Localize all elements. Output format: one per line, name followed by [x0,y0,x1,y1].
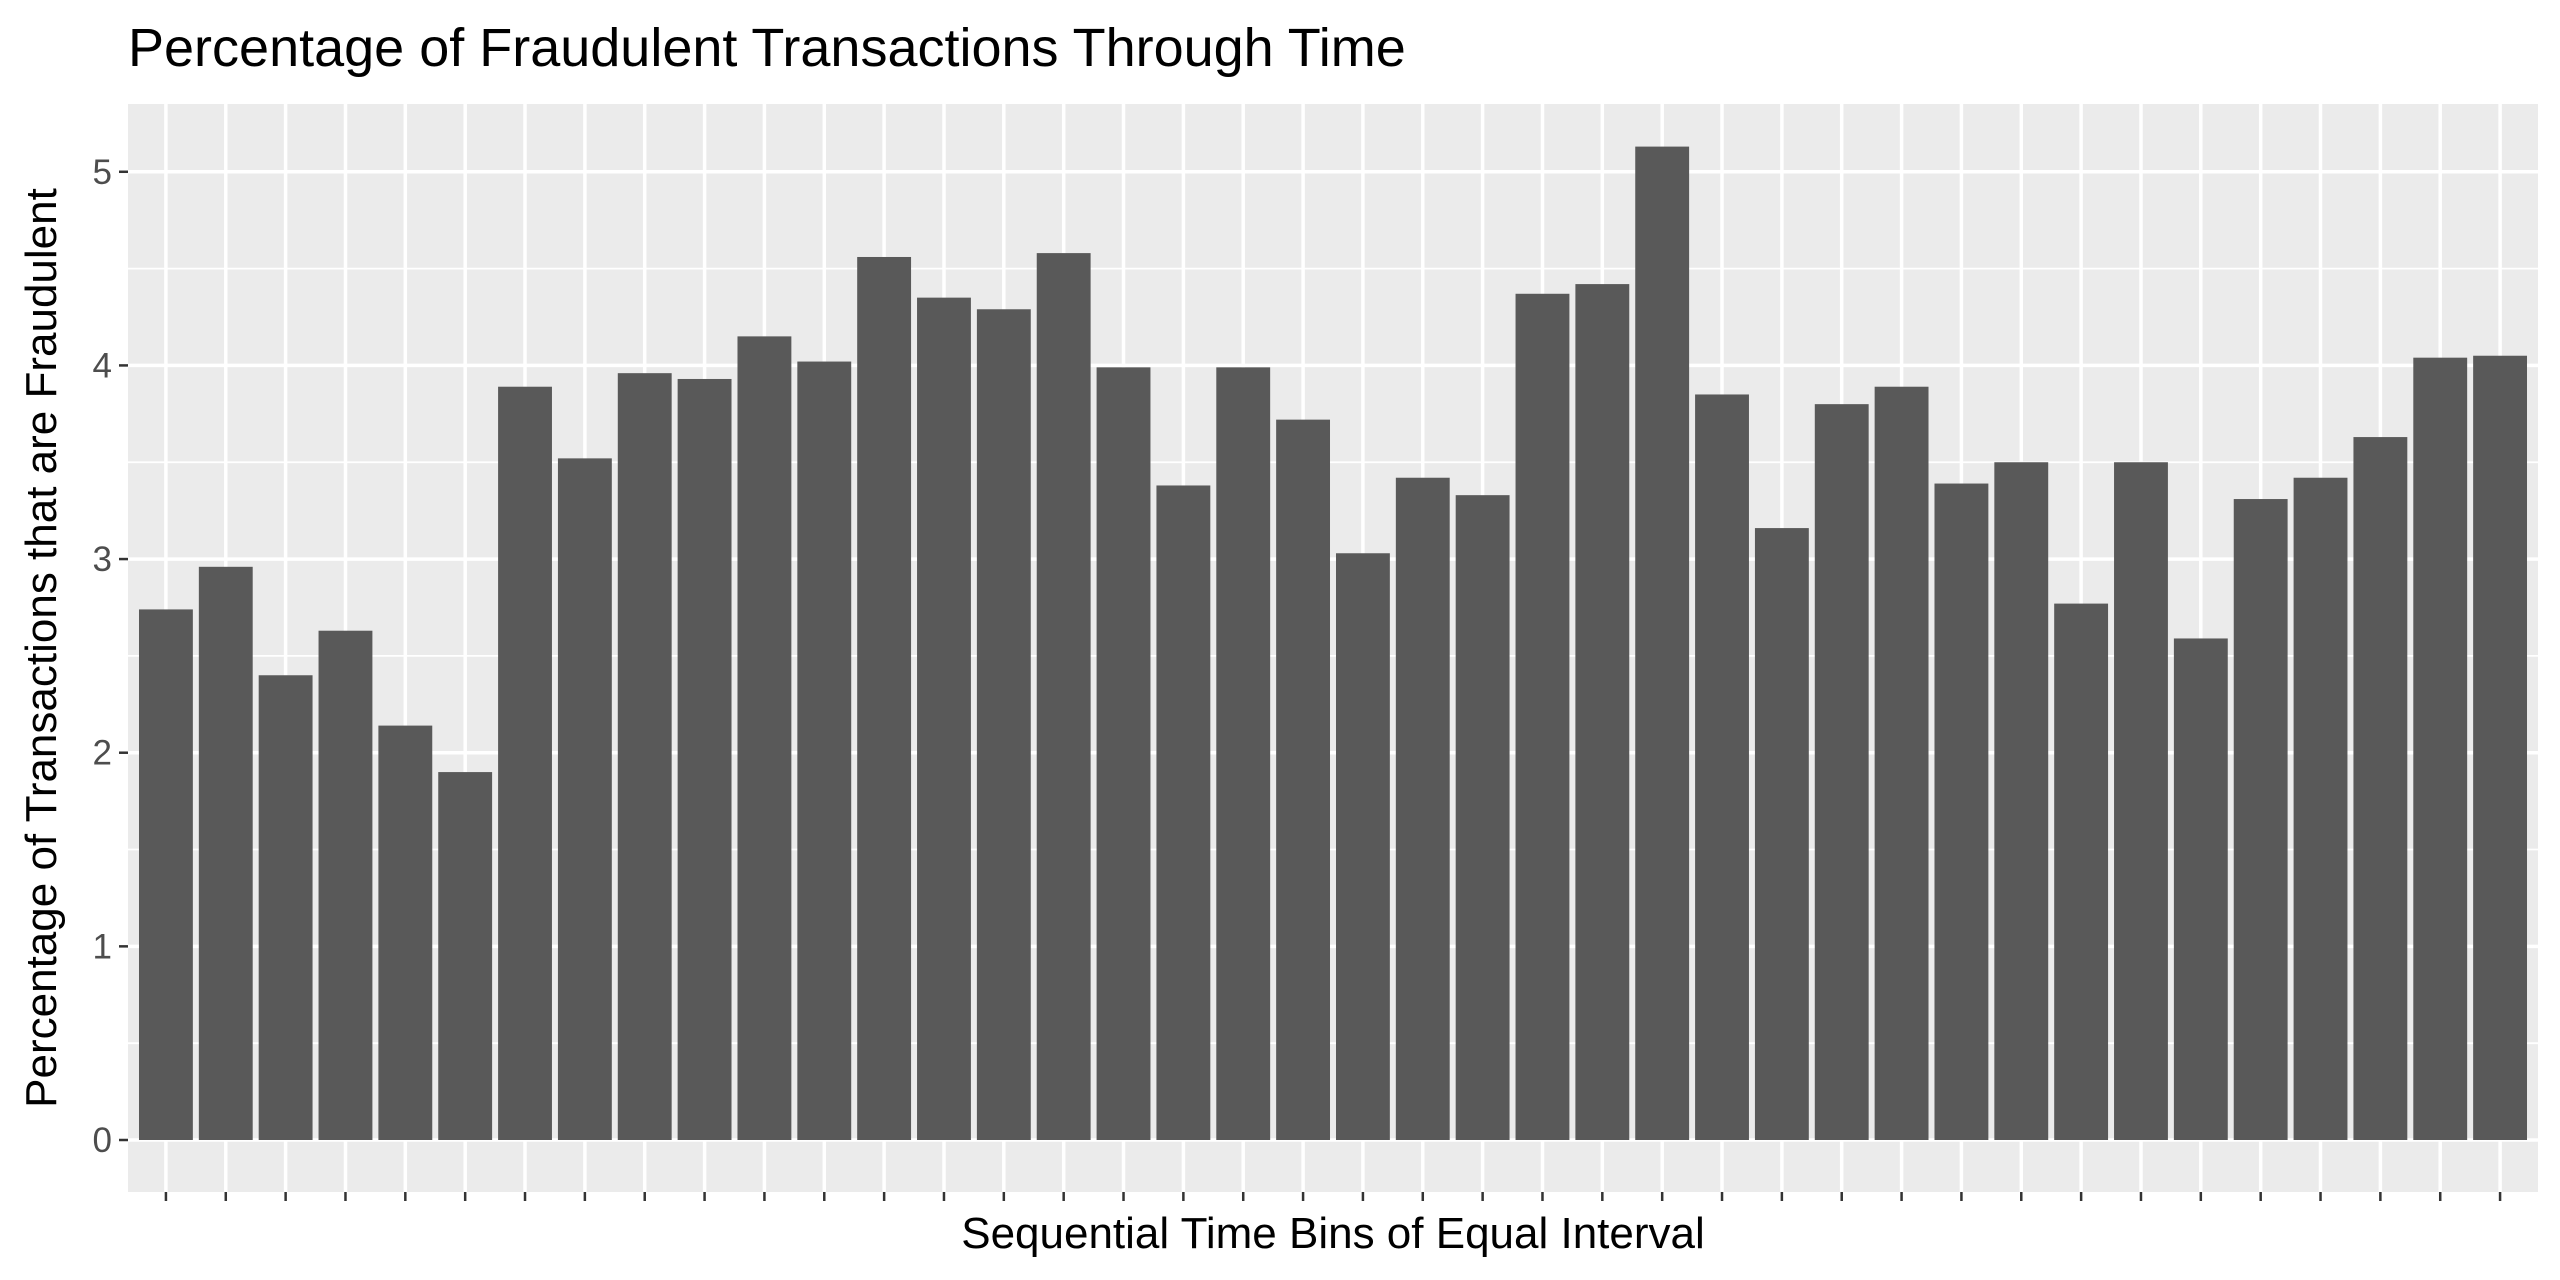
y-tick-label: 0 [93,1121,112,1160]
bar [857,256,912,1140]
bar [2114,462,2168,1140]
bar [1276,419,1331,1140]
bars [138,146,2528,1141]
bar [1395,477,1450,1140]
bar [2293,477,2348,1140]
bar [617,373,672,1140]
bar [1754,528,1809,1140]
bar [557,458,612,1140]
bar [737,336,792,1140]
y-axis-ticks: 0 1 2 3 4 5 [93,153,128,1160]
bar [1874,386,1929,1140]
y-axis-title: Percentage of Transactions that are Frau… [17,188,66,1108]
bar [498,386,552,1140]
bar [2473,355,2528,1141]
bar [198,566,253,1140]
y-tick-label: 3 [93,540,112,579]
y-tick-label: 1 [93,927,112,966]
bar [2233,499,2288,1140]
chart-title: Percentage of Fraudulent Transactions Th… [128,18,1406,78]
x-axis-ticks [164,1192,2502,1201]
x-axis-title: Sequential Time Bins of Equal Interval [961,1209,1705,1258]
bar [318,630,373,1140]
bar [2054,603,2109,1140]
bar [797,361,852,1140]
bar [1635,146,1690,1140]
bar [677,378,732,1140]
bar [258,675,313,1140]
bar [1575,284,1630,1140]
bar [138,609,193,1140]
bar [2353,437,2408,1140]
bar [976,309,1031,1140]
bar [1515,293,1570,1140]
bar [1335,553,1390,1140]
y-tick-label: 5 [93,153,112,192]
bar [438,772,493,1140]
bar [1156,485,1211,1141]
bar [1216,367,1271,1140]
y-tick-label: 4 [93,346,112,385]
bar [1096,367,1151,1140]
bar [1934,483,1989,1140]
bar [378,725,433,1140]
bar [1455,495,1510,1141]
bar [917,297,971,1140]
bar [1994,462,2049,1140]
y-tick-label: 2 [93,734,112,773]
bar [1036,253,1091,1140]
bar [2413,357,2468,1140]
bar [2173,638,2228,1140]
bar [1814,404,1869,1140]
bar [1695,394,1749,1140]
